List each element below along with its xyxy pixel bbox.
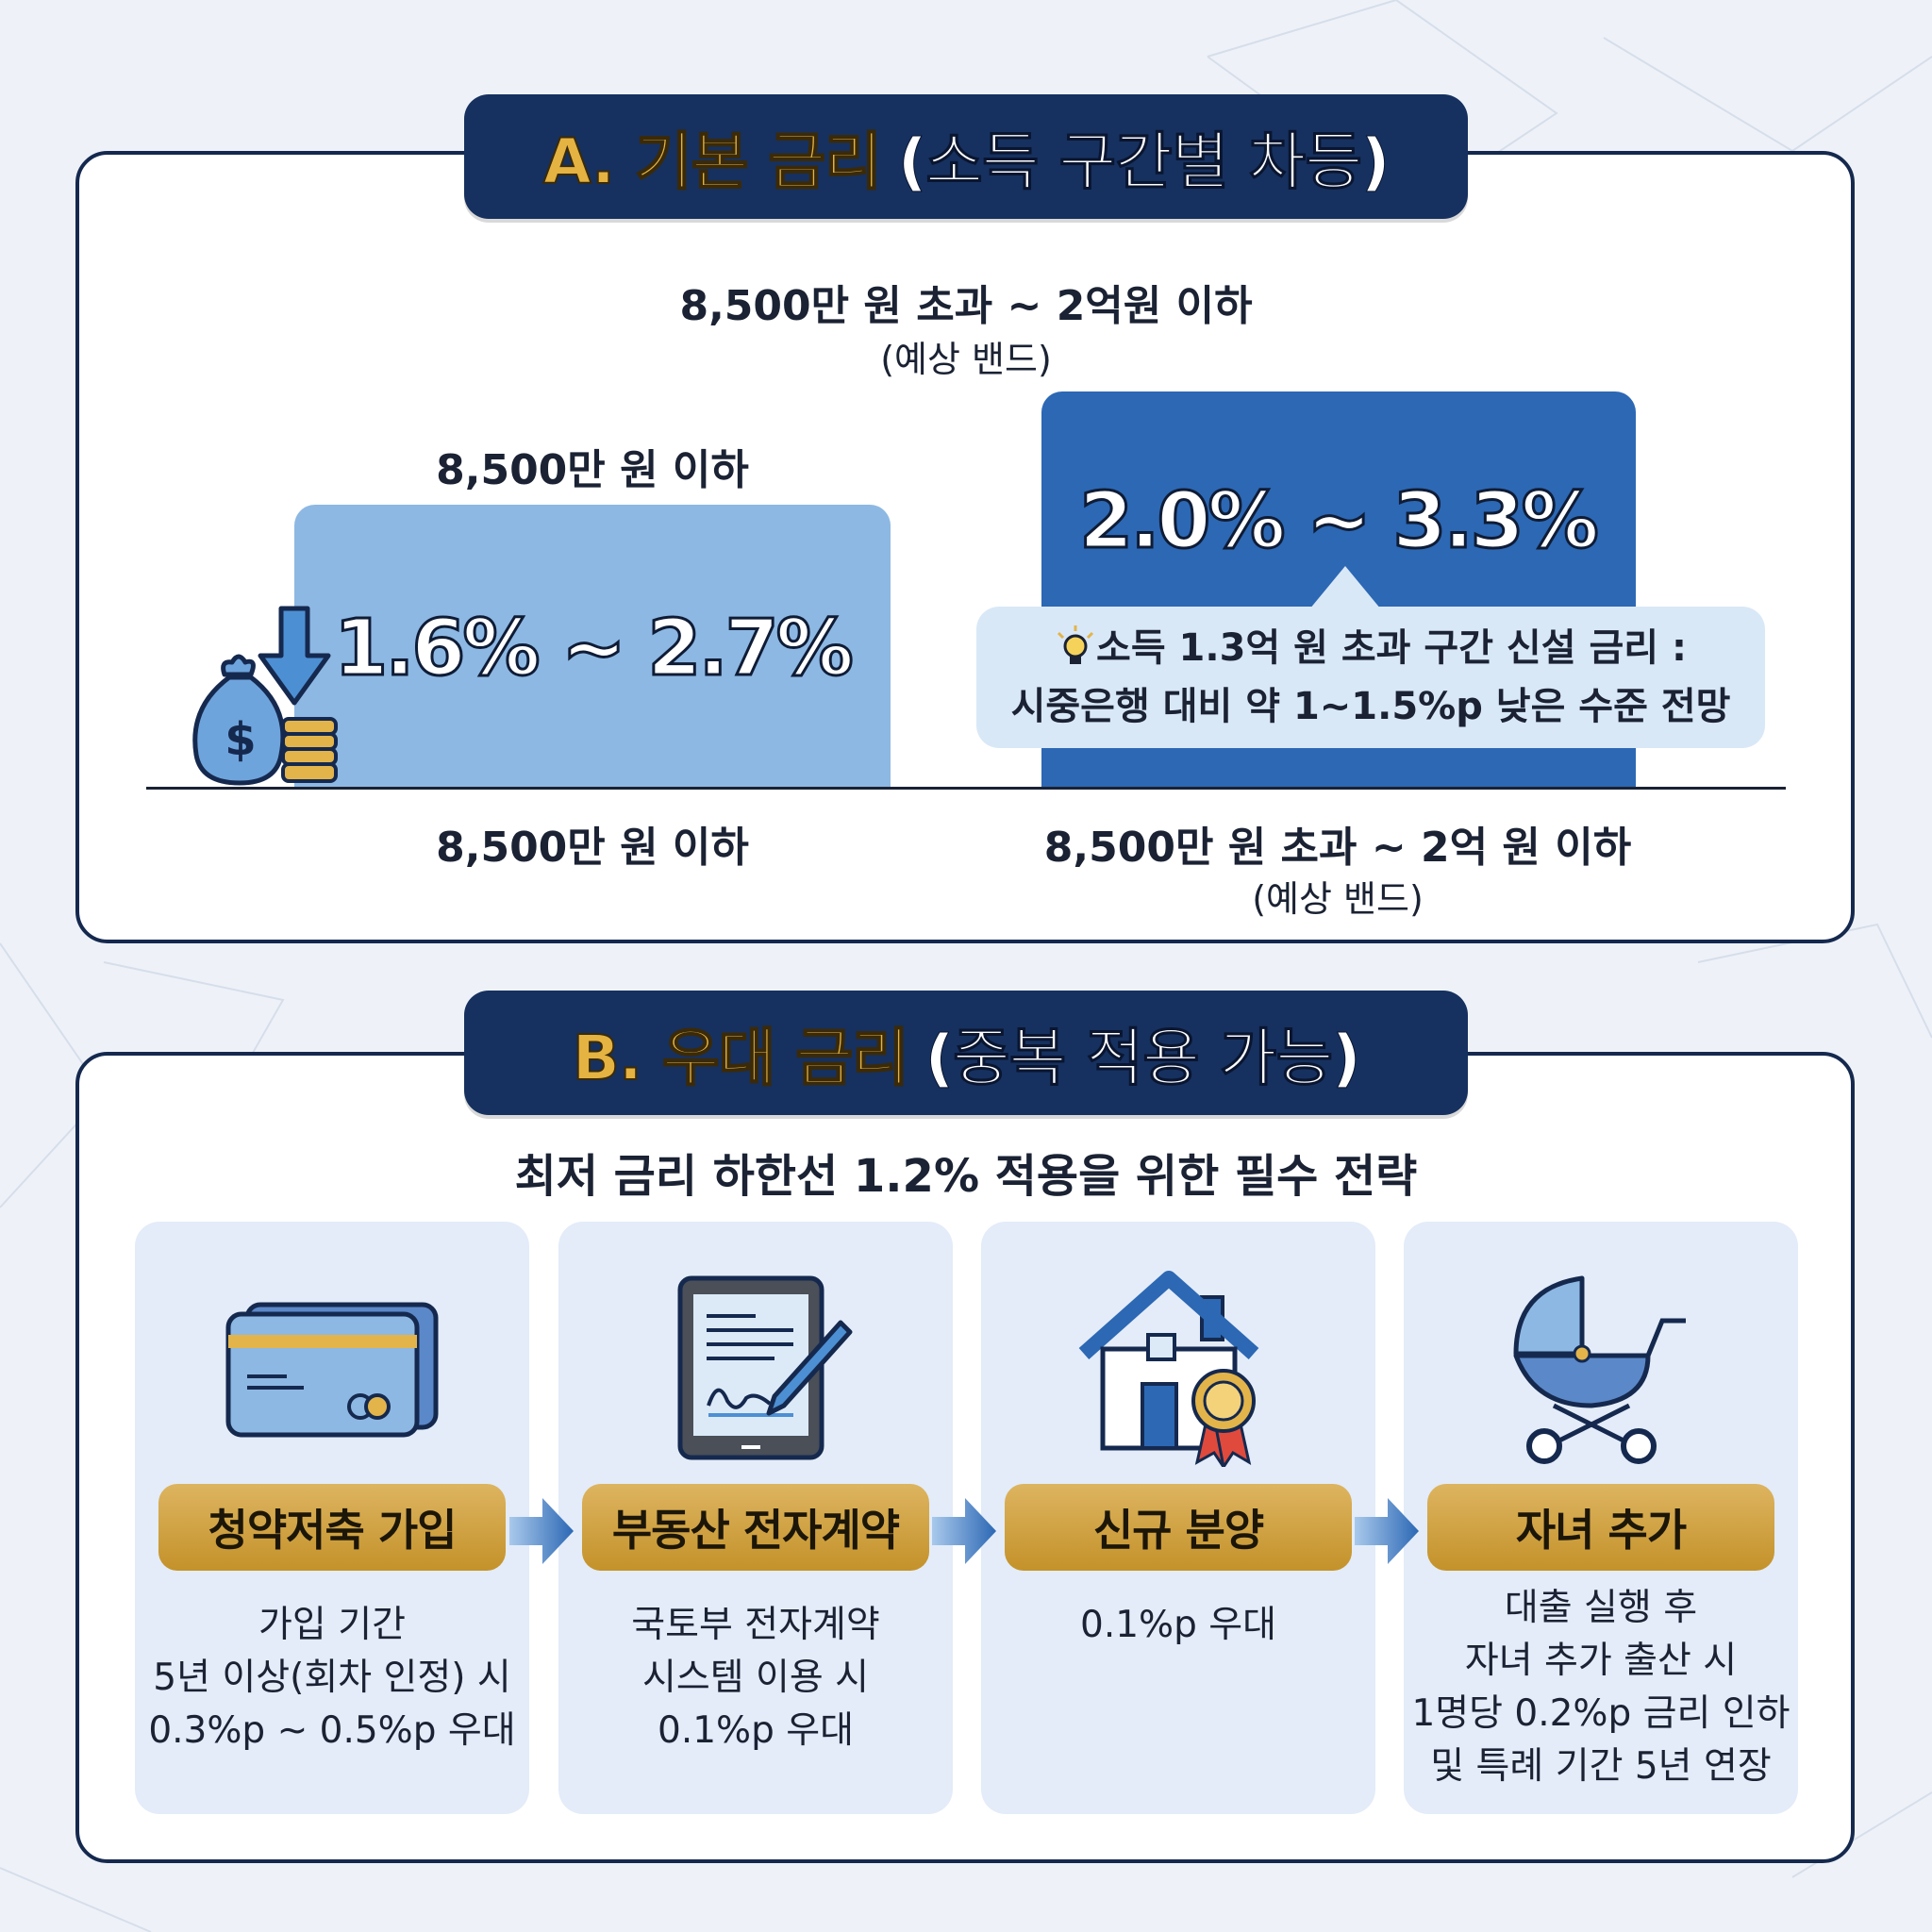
desc-line: 0.3%p ~ 0.5%p 우대 [148,1709,516,1752]
card-savings-label: 청약저축 가입 [158,1484,506,1571]
card-child-label: 자녀 추가 [1427,1484,1774,1571]
desc-line: 1명당 0.2%p 금리 인하 [1411,1692,1790,1735]
low-income-rate: 1.6% ~ 2.7% [333,603,856,695]
card-savings-desc: 가입 기간 5년 이상(회차 인정) 시 0.3%p ~ 0.5%p 우대 [135,1599,529,1757]
section-b-title-sub: (중복 적용 가능) [924,1022,1361,1095]
svg-text:$: $ [225,713,256,766]
card-e-contract-label: 부동산 전자계약 [582,1484,929,1571]
card-e-contract-desc: 국토부 전자계약 시스템 이용 시 0.1%p 우대 [558,1599,953,1757]
tablet-contract-icon [677,1275,853,1460]
desc-line: 0.1%p 우대 [658,1709,854,1752]
lightbulb-icon [1057,625,1094,664]
flow-arrow-icon [932,1498,996,1564]
desc-line: 시스템 이용 시 [641,1657,870,1699]
stroller-icon [1513,1275,1686,1464]
desc-line: 5년 이상(회차 인정) 시 [153,1657,511,1699]
money-bag-down-arrow-icon: $ [192,606,338,786]
card-child-desc: 대출 실행 후 자녀 추가 출산 시 1명당 0.2%p 금리 인하 및 특례 … [1404,1582,1798,1793]
desc-line: 국토부 전자계약 [631,1604,880,1646]
left-band-top-label: 8,500만 원 이하 [436,446,749,494]
section-a-title-banner: A. 기본 금리 (소득 구간별 차등) [464,94,1468,219]
card-e-contract: 부동산 전자계약 국토부 전자계약 시스템 이용 시 0.1%p 우대 [558,1222,953,1814]
credit-card-icon [225,1302,439,1438]
desc-line: 0.1%p 우대 [1080,1604,1276,1646]
section-b-subtitle: 최저 금리 하한선 1.2% 적용을 위한 필수 전략 [514,1150,1418,1203]
chart-baseline [146,787,1786,790]
house-badge-icon [1078,1271,1259,1467]
left-band-bottom-label: 8,500만 원 이하 [436,824,749,872]
card-new-sale-desc: 0.1%p 우대 [981,1599,1375,1652]
flow-arrow-icon [1355,1498,1419,1564]
section-a-title-sub: (소득 구간별 차등) [897,125,1390,199]
section-b-title-banner: B. 우대 금리 (중복 적용 가능) [464,991,1468,1115]
note-line-2: 시중은행 대비 약 1~1.5%p 낮은 수준 전망 [1010,685,1731,728]
mid-income-rate: 2.0% ~ 3.3% [1078,475,1601,568]
right-band-top-label: 8,500만 원 초과 ~ 2억원 이하 [679,282,1253,330]
section-a-title: A. 기본 금리 [542,125,883,199]
card-child: 자녀 추가 대출 실행 후 자녀 추가 출산 시 1명당 0.2%p 금리 인하… [1404,1222,1798,1814]
note-pointer [1309,566,1381,609]
right-band-top-sub: (예상 밴드) [880,339,1052,380]
card-new-sale: 신규 분양 0.1%p 우대 [981,1222,1375,1814]
section-b-title: B. 우대 금리 [572,1021,910,1095]
right-band-bottom-label: 8,500만 원 초과 ~ 2억 원 이하 [1043,824,1632,872]
desc-line: 자녀 추가 출산 시 [1464,1640,1738,1682]
desc-line: 가입 기간 [258,1604,406,1646]
note-line-1: 소득 1.3억 원 초과 구간 신설 금리 : [1096,626,1687,670]
desc-line: 대출 실행 후 [1504,1587,1698,1629]
card-savings: 청약저축 가입 가입 기간 5년 이상(회차 인정) 시 0.3%p ~ 0.5… [135,1222,529,1814]
desc-line: 및 특례 기간 5년 연장 [1430,1745,1772,1788]
low-income-rate-bar [294,505,891,788]
flow-arrow-icon [509,1498,574,1564]
card-new-sale-label: 신규 분양 [1005,1484,1352,1571]
right-band-bottom-sub: (예상 밴드) [1252,878,1424,920]
new-bracket-note: 소득 1.3억 원 초과 구간 신설 금리 : 시중은행 대비 약 1~1.5%… [976,607,1765,748]
